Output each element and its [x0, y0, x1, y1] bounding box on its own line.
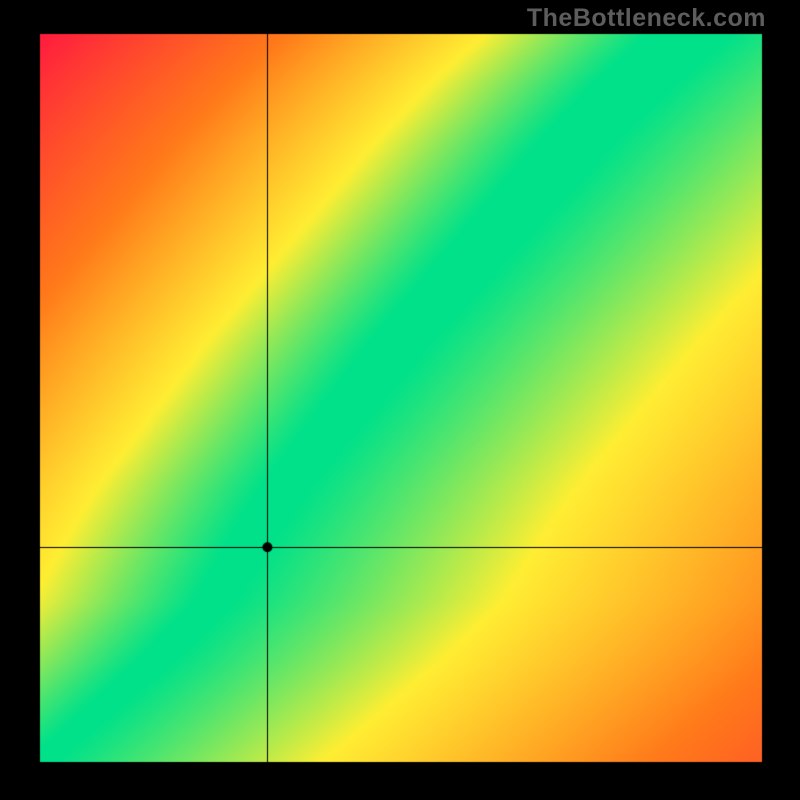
bottleneck-heatmap [0, 0, 800, 800]
watermark-text: TheBottleneck.com [527, 4, 766, 33]
